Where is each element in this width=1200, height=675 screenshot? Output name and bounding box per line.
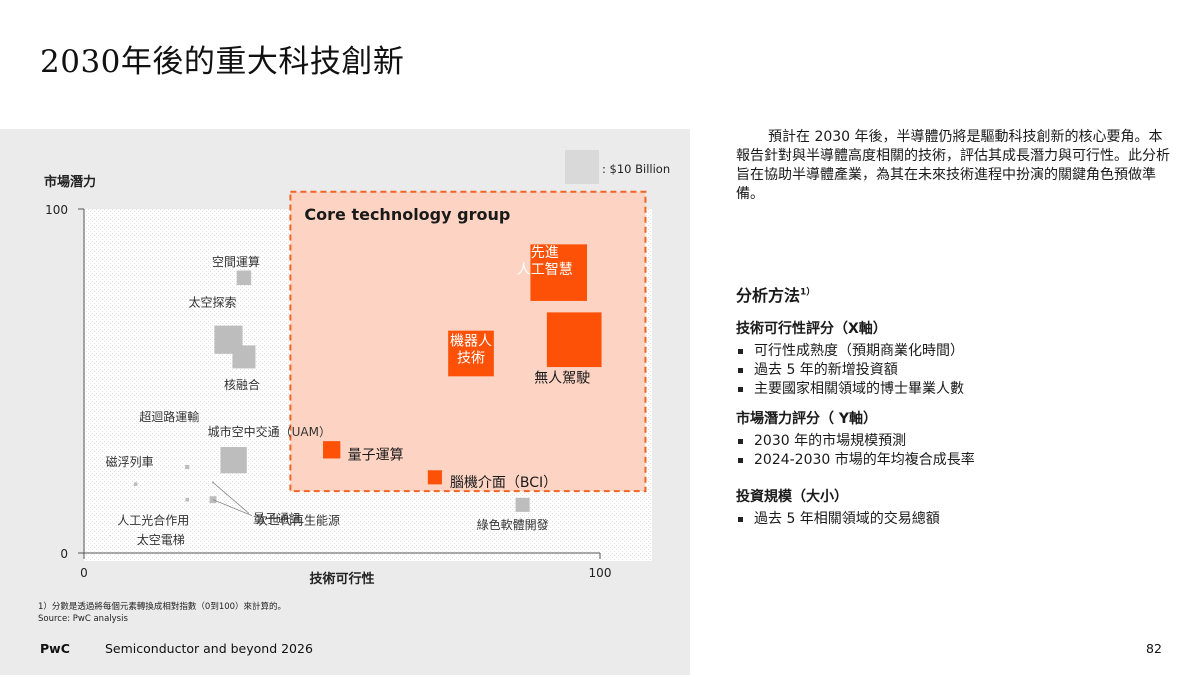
page-number: 82 [1146,641,1162,656]
section-title: 投資規模（大小） [736,489,848,505]
method-section-y: 市場潛力評分（ Y軸） 2030 年的市場規模預測 2024-2030 市場的年… [736,408,975,470]
data-label: 人工光合作用 [117,513,189,528]
section-title: 技術可行性評分（X軸） [736,321,887,337]
data-label: 技術 [457,351,485,367]
list-item: 可行性成熟度（預期商業化時間） [736,342,964,361]
size-legend-square [565,150,599,184]
y-tick-label: 100 [45,203,68,217]
list-item: 主要國家相關領域的博士畢業人數 [736,380,964,399]
bubble-square [232,345,256,369]
data-label: 太空電梯 [137,532,185,547]
footnote-line: 1）分數是透過將每個元素轉換成相對指數（0到100）來計算的。 [38,602,287,612]
data-label: 機器人 [450,334,492,350]
data-label: 腦機介面（BCI） [450,475,557,491]
leader-line [212,499,253,517]
bubble-square [448,330,494,377]
section-list: 2030 年的市場規模預測 2024-2030 市場的年均複合成長率 [736,432,975,470]
data-label: 量子通訊 [253,510,301,525]
bubble-square [133,482,138,487]
data-label: 核融合 [224,377,260,392]
data-label: 無人駕駛 [534,370,590,386]
bubble-square [236,270,252,286]
bubble-square [109,535,111,537]
section-list: 過去 5 年相關領域的交易總額 [736,510,940,529]
x-tick-label: 0 [80,566,88,580]
source-line: Source: PwC analysis [38,614,128,624]
intro-text: 預計在 2030 年後，半導體仍將是驅動科技創新的核心要角。本報告針對與半導體高… [736,129,1170,202]
core-group-label: Core technology group [304,205,510,224]
data-label: 次世代再生能源 [256,514,340,528]
bubble-square [185,464,190,470]
list-item: 過去 5 年相關領域的交易總額 [736,510,940,529]
data-label: 人工智慧 [517,262,573,278]
bubble-square [220,446,247,474]
data-label: 城市空中交通（UAM） [208,424,331,439]
data-label: 量子運算 [348,447,404,463]
bubble-square [211,481,215,484]
bubble-square [427,470,442,485]
bubble-square [323,441,341,459]
footnote: 1）分數是透過將每個元素轉換成相對指數（0到100）來計算的。 Source: … [38,601,286,625]
data-label: 空間運算 [212,254,260,269]
list-item: 過去 5 年的新增投資額 [736,361,964,380]
bubble-square [546,312,602,368]
pwc-logo: PwC [40,641,70,656]
bubble-square [185,497,190,502]
data-label: 太空探索 [188,295,236,310]
method-footnote-ref: 1） [800,287,816,298]
method-section-size: 投資規模（大小） 過去 5 年相關領域的交易總額 [736,486,940,529]
footer-text: Semiconductor and beyond 2026 [105,641,313,656]
page-title: 2030年後的重大科技創新 [40,44,405,80]
data-label: 先進 [531,245,559,261]
chart-panel: 100 0 0 100 市場潛力技術可行性 : $10 Billion Core techn… [0,129,690,675]
y-axis-label: 市場潛力 [44,174,96,190]
leader-line [212,482,250,514]
y-tick-label: 0 [60,547,68,561]
data-label: 磁浮列車 [106,454,154,469]
list-item: 2024-2030 市場的年均複合成長率 [736,451,975,470]
method-title-text: 分析方法 [736,286,801,305]
list-item: 2030 年的市場規模預測 [736,432,975,451]
method-title: 分析方法1） [736,282,815,306]
x-axis-label: 技術可行性 [309,571,374,587]
size-legend-label: : $10 Billion [602,162,670,176]
method-section-x: 技術可行性評分（X軸） 可行性成熟度（預期商業化時間） 過去 5 年的新增投資額… [736,318,964,399]
data-label: 綠色軟體開發 [477,517,549,532]
section-title: 市場潛力評分（ Y軸） [736,411,878,427]
data-label: 超迴路運輸 [139,409,199,424]
bubble-square [515,497,530,512]
intro-block: 預計在 2030 年後，半導體仍將是驅動科技創新的核心要角。本報告針對與半導體高… [736,128,1176,204]
bubble-square [530,244,588,301]
x-tick-label: 100 [589,566,612,580]
section-list: 可行性成熟度（預期商業化時間） 過去 5 年的新增投資額 主要國家相關領域的博士… [736,342,964,399]
